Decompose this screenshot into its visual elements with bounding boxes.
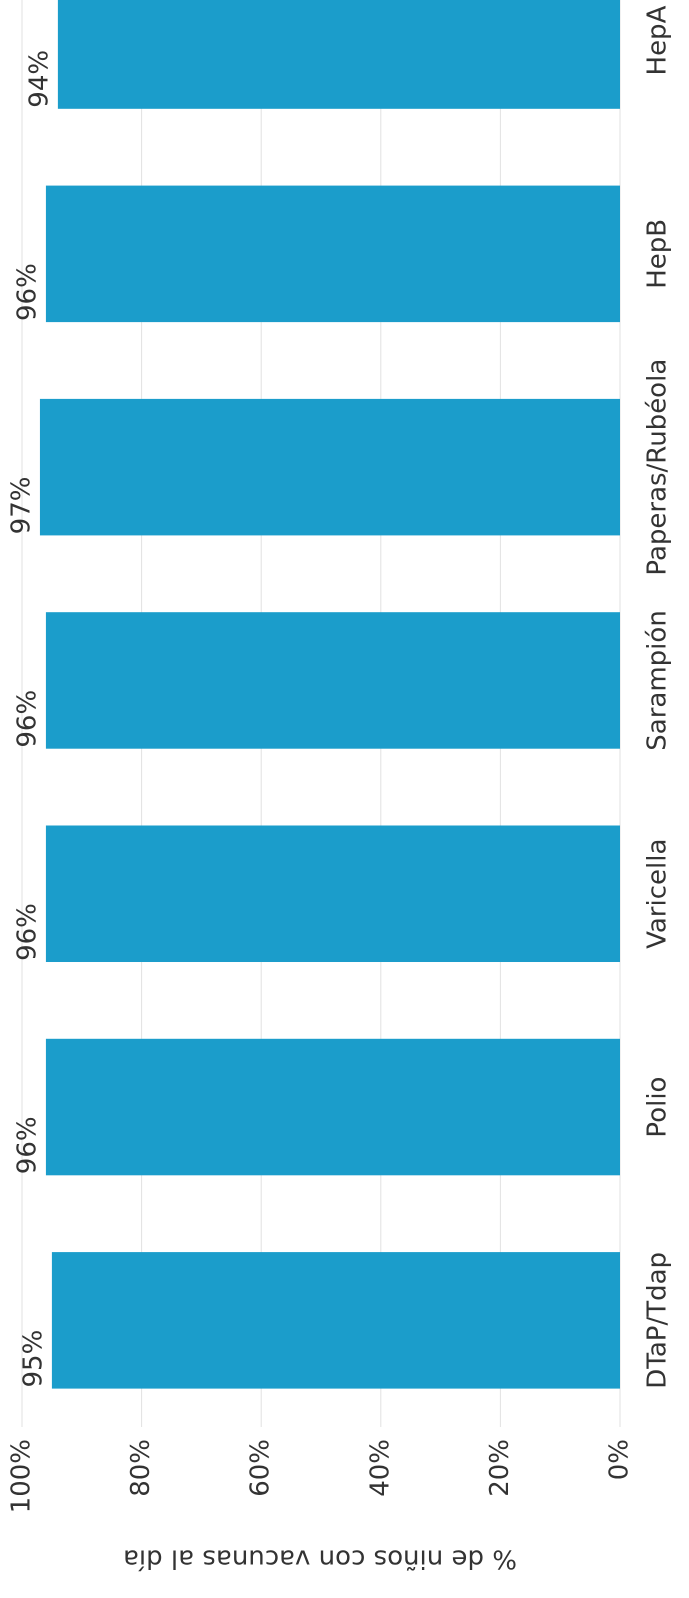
- y-tick-label: 60%: [246, 1439, 276, 1497]
- value-label: 96%: [12, 690, 42, 748]
- bar: [51, 1252, 620, 1389]
- y-tick-label: 0%: [605, 1439, 635, 1480]
- bar: [45, 612, 621, 749]
- bar: [39, 398, 620, 536]
- y-axis-label: % de niños con vacunas al día: [123, 1544, 517, 1574]
- bar: [57, 0, 620, 109]
- x-tick-label: Sarampión: [643, 610, 673, 751]
- x-tick-label: Varicella: [643, 839, 673, 949]
- x-tick-label: DTaP/Tdap: [643, 1252, 673, 1389]
- bar: [45, 825, 621, 963]
- bar: [45, 1038, 621, 1176]
- y-tick-label: 80%: [126, 1439, 156, 1497]
- x-tick-label: HepA: [643, 5, 673, 75]
- x-tick-label: Polio: [643, 1077, 673, 1138]
- value-label: 94%: [24, 50, 54, 108]
- value-label: 96%: [12, 1116, 42, 1174]
- value-label: 95%: [18, 1330, 48, 1388]
- y-tick-label: 40%: [365, 1439, 395, 1497]
- value-label: 97%: [6, 477, 36, 535]
- x-tick-label: Paperas/Rubéola: [643, 359, 673, 576]
- y-tick-label: 20%: [485, 1439, 515, 1497]
- y-tick-label: 100%: [7, 1439, 37, 1513]
- value-label: 96%: [12, 903, 42, 961]
- rotated-chart: % de niños con vacunas al día 0% 20% 40% 60…: [6, 0, 673, 1574]
- bar: [45, 185, 621, 323]
- value-label: 96%: [12, 263, 42, 321]
- x-tick-label: HepB: [643, 219, 673, 289]
